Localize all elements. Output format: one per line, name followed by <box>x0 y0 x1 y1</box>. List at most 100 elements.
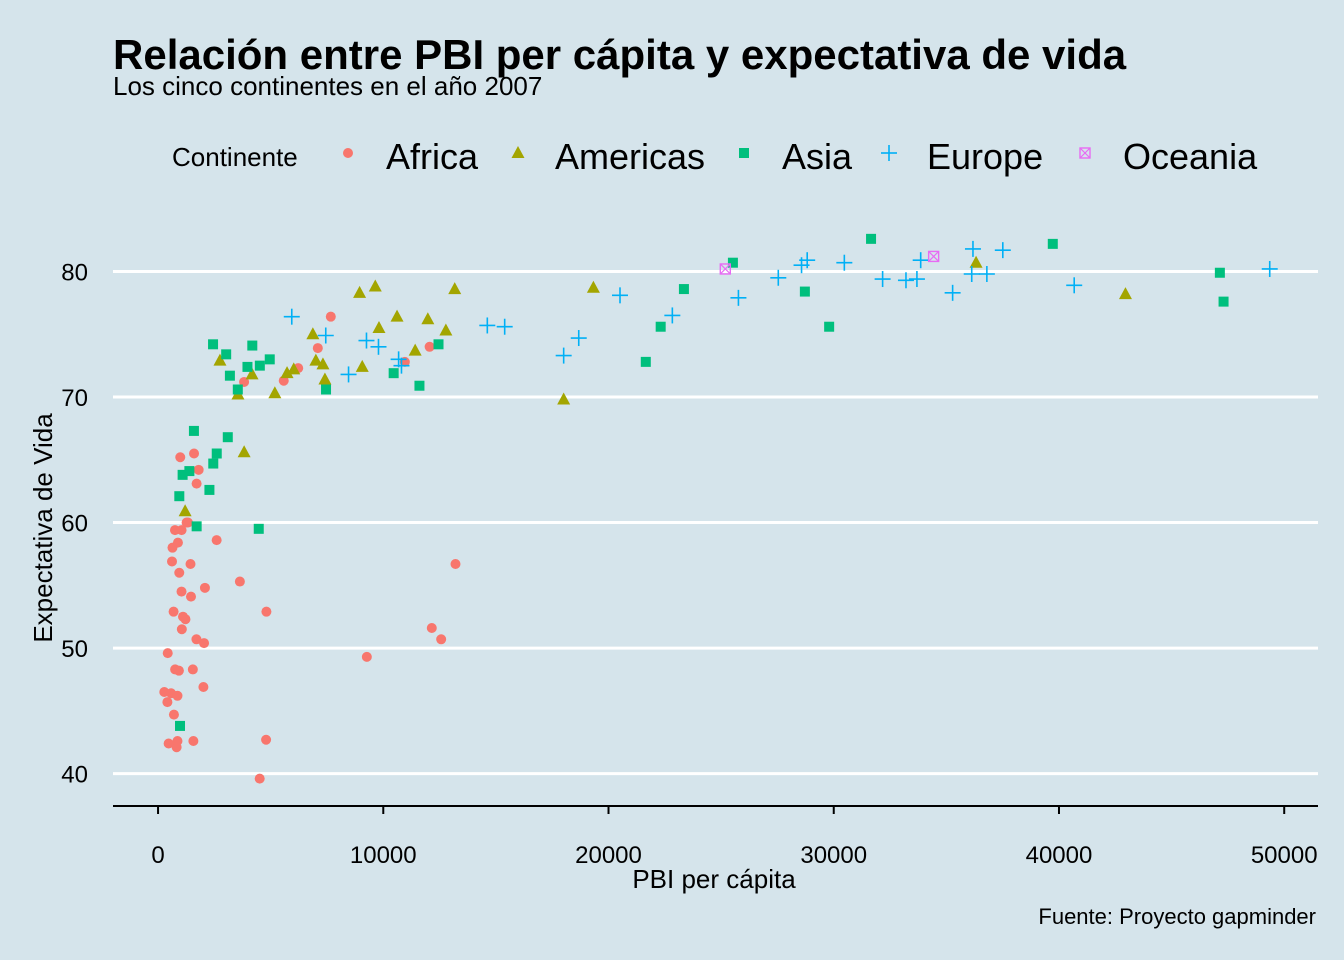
data-point-africa <box>199 582 210 593</box>
data-point-africa <box>172 537 183 548</box>
legend-title: Continente <box>172 142 298 172</box>
legend-key-americas <box>511 146 525 158</box>
data-point-europe <box>370 338 387 355</box>
data-point-europe <box>317 327 334 344</box>
data-point-asia <box>264 354 275 365</box>
legend-key-oceania <box>1079 147 1091 159</box>
data-point-asia <box>727 257 738 268</box>
data-point-asia <box>1218 296 1229 307</box>
legend-label-oceania: Oceania <box>1123 136 1258 177</box>
y-tick-label: 40 <box>61 762 88 789</box>
legend-item-asia: Asia <box>739 136 853 177</box>
data-point-americas <box>309 353 323 366</box>
data-point-americas <box>969 255 983 268</box>
data-point-oceania <box>719 263 731 275</box>
data-point-americas <box>1118 287 1132 300</box>
data-point-africa <box>424 341 435 352</box>
gridlines <box>113 269 1318 776</box>
data-point-asia <box>177 469 188 480</box>
data-point-asia <box>1214 267 1225 278</box>
data-point-africa <box>168 606 179 617</box>
data-point-asia <box>222 432 233 443</box>
legend-key-asia <box>739 148 749 158</box>
data-point-europe <box>393 357 410 374</box>
data-point-africa <box>198 682 209 692</box>
data-point-africa <box>172 690 183 701</box>
data-point-africa <box>191 634 202 645</box>
data-point-americas <box>245 367 259 380</box>
series-asia <box>174 233 1229 731</box>
legend-item-oceania: Oceania <box>1079 136 1258 177</box>
chart-caption: Fuente: Proyecto gapminder <box>1038 904 1316 929</box>
data-point-europe <box>963 266 980 282</box>
data-point-asia <box>224 370 235 381</box>
data-point-americas <box>421 312 435 325</box>
data-point-africa <box>261 734 272 745</box>
data-point-europe <box>612 287 629 304</box>
data-point-africa <box>178 611 189 622</box>
data-point-asia <box>824 321 835 332</box>
data-point-europe <box>555 347 572 364</box>
data-point-europe <box>730 289 747 306</box>
x-tick-label: 30000 <box>800 842 867 869</box>
data-point-americas <box>306 327 320 340</box>
data-point-americas <box>390 309 404 322</box>
data-point-africa <box>325 311 336 322</box>
data-point-asia <box>204 484 215 495</box>
data-point-europe <box>770 269 787 286</box>
data-point-americas <box>280 366 294 379</box>
legend-label-asia: Asia <box>782 136 853 177</box>
x-tick-label: 40000 <box>1026 842 1093 869</box>
data-points <box>159 233 1278 784</box>
data-point-asia <box>208 339 219 350</box>
data-point-africa <box>176 624 187 635</box>
data-point-africa <box>176 525 187 536</box>
data-point-americas <box>408 343 422 356</box>
y-axis: 40 50 60 70 80 <box>61 259 88 788</box>
data-point-europe <box>283 308 300 325</box>
data-point-asia <box>866 233 877 244</box>
legend: Continente Africa Americas Asia Europe Ocean… <box>172 136 1258 177</box>
data-point-africa <box>312 343 323 354</box>
data-point-americas <box>318 372 332 385</box>
data-point-asia <box>655 321 666 332</box>
data-point-europe <box>496 318 513 335</box>
data-point-asia <box>1047 238 1058 249</box>
y-tick-label: 80 <box>61 259 88 286</box>
data-point-asia <box>221 349 232 360</box>
data-point-oceania <box>927 250 940 263</box>
data-point-africa <box>185 591 196 602</box>
data-point-europe <box>897 272 914 289</box>
chart-title: Relación entre PBI per cápita y expectat… <box>113 31 1127 78</box>
data-point-americas <box>316 357 330 370</box>
data-point-africa <box>189 448 200 459</box>
data-point-americas <box>355 359 369 372</box>
data-point-asia <box>174 491 185 502</box>
data-point-asia <box>414 380 425 391</box>
y-tick-label: 60 <box>61 511 88 538</box>
data-point-americas <box>557 392 571 405</box>
data-point-africa <box>162 648 173 659</box>
data-point-europe <box>874 271 891 288</box>
data-point-europe <box>912 252 929 269</box>
legend-item-africa: Africa <box>343 136 479 177</box>
x-tick-label: 20000 <box>575 842 642 869</box>
data-point-americas <box>586 280 600 293</box>
data-point-europe <box>1261 260 1278 277</box>
data-point-africa <box>187 664 198 675</box>
series-europe <box>283 240 1278 383</box>
data-point-asia <box>188 425 199 436</box>
data-point-americas <box>372 320 386 333</box>
data-point-africa <box>185 558 196 569</box>
data-point-africa <box>162 697 173 708</box>
chart-subtitle: Los cinco continentes en el año 2007 <box>113 71 542 101</box>
data-point-africa <box>211 535 222 546</box>
data-point-africa <box>234 576 245 587</box>
series-oceania <box>719 250 940 275</box>
data-point-europe <box>358 332 375 349</box>
data-point-europe <box>479 317 496 334</box>
data-point-europe <box>994 242 1011 259</box>
y-tick-label: 50 <box>61 636 88 663</box>
data-point-africa <box>167 556 178 567</box>
